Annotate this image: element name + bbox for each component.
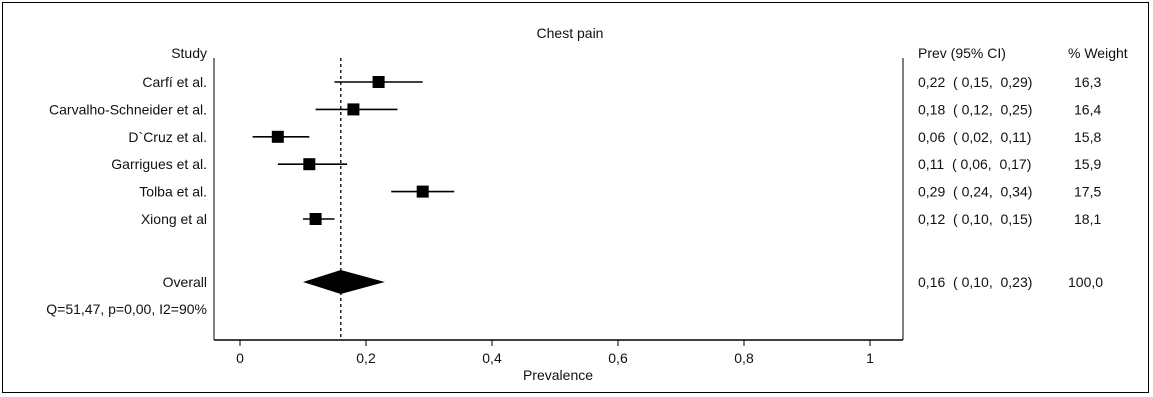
study-name: Carfí et al. — [142, 74, 207, 90]
x-axis-label: Prevalence — [523, 367, 593, 383]
study-name: Xiong et al — [141, 211, 207, 227]
weight-value: 15,9 — [1074, 156, 1101, 172]
point-estimate — [303, 158, 316, 171]
study-row: Carvalho-Schneider et al. 0,18 ( 0,12, 0,… — [49, 101, 1101, 117]
study-row: Tolba et al. 0,29 ( 0,24, 0,34) 17,5 — [139, 184, 1101, 200]
ci-column-header: Prev (95% CI) — [918, 45, 1006, 61]
ci-value: 0,22 ( 0,15, 0,29) — [918, 74, 1032, 90]
heterogeneity-stats: Q=51,47, p=0,00, I2=90% — [46, 301, 207, 317]
point-estimate — [271, 130, 284, 143]
ci-value: 0,12 ( 0,10, 0,15) — [918, 211, 1032, 227]
ci-value: 0,29 ( 0,24, 0,34) — [918, 184, 1032, 200]
study-name: Carvalho-Schneider et al. — [49, 101, 207, 117]
ci-value: 0,06 ( 0,02, 0,11) — [918, 129, 1031, 145]
x-tick-label: 0 — [236, 350, 244, 366]
study-name: Garrigues et al. — [111, 156, 207, 172]
point-estimate — [347, 103, 360, 116]
study-column-header: Study — [171, 45, 207, 61]
study-name: Tolba et al. — [139, 184, 207, 200]
weight-value: 16,3 — [1074, 74, 1101, 90]
x-tick-label: 0,4 — [482, 350, 502, 366]
weight-value: 15,8 — [1074, 129, 1101, 145]
x-tick-label: 0,6 — [608, 350, 628, 366]
weight-value: 17,5 — [1074, 184, 1101, 200]
study-row: Xiong et al 0,12 ( 0,10, 0,15) 18,1 — [141, 211, 1102, 227]
overall-label: Overall — [163, 274, 207, 290]
ci-value: 0,11 ( 0,06, 0,17) — [918, 156, 1031, 172]
point-estimate — [416, 185, 429, 198]
overall-weight-value: 100,0 — [1068, 274, 1103, 290]
point-estimate — [309, 213, 322, 225]
overall-diamond — [303, 270, 385, 294]
overall-ci-value: 0,16 ( 0,10, 0,23) — [918, 274, 1032, 290]
x-tick-label: 0,8 — [734, 350, 754, 366]
study-row: Carfí et al. 0,22 ( 0,15, 0,29) 16,3 — [142, 74, 1101, 90]
weight-value: 18,1 — [1074, 211, 1101, 227]
overall-row: Overall 0,16 ( 0,10, 0,23) 100,0 — [163, 270, 1103, 294]
weight-value: 16,4 — [1074, 101, 1101, 117]
point-estimate — [372, 76, 385, 88]
ci-value: 0,18 ( 0,12, 0,25) — [918, 101, 1032, 117]
study-row: Garrigues et al. 0,11 ( 0,06, 0,17) 15,9 — [111, 156, 1101, 172]
weight-column-header: % Weight — [1068, 45, 1128, 61]
x-tick-label: 1 — [866, 350, 874, 366]
x-tick-label: 0,2 — [356, 350, 376, 366]
study-row: D`Cruz et al. 0,06 ( 0,02, 0,11) 15,8 — [128, 129, 1101, 145]
figure-frame — [2, 2, 1149, 393]
study-name: D`Cruz et al. — [128, 129, 207, 145]
chart-title: Chest pain — [537, 25, 604, 41]
